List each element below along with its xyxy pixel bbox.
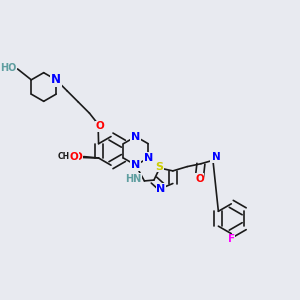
Text: HO: HO <box>0 63 16 74</box>
Text: N: N <box>212 152 221 162</box>
Text: HN: HN <box>125 174 142 184</box>
Text: N: N <box>144 153 153 163</box>
Text: F: F <box>228 234 235 244</box>
Text: N: N <box>157 184 166 194</box>
Text: O: O <box>95 122 104 131</box>
Text: O: O <box>74 152 82 162</box>
Text: CH₃: CH₃ <box>57 152 73 161</box>
Text: H: H <box>211 153 218 162</box>
Text: N: N <box>131 131 140 142</box>
Text: S: S <box>156 162 164 172</box>
Text: O: O <box>195 174 204 184</box>
Text: N: N <box>131 131 140 142</box>
Text: N: N <box>131 160 140 170</box>
Text: N: N <box>51 73 61 86</box>
Text: O: O <box>70 152 79 162</box>
